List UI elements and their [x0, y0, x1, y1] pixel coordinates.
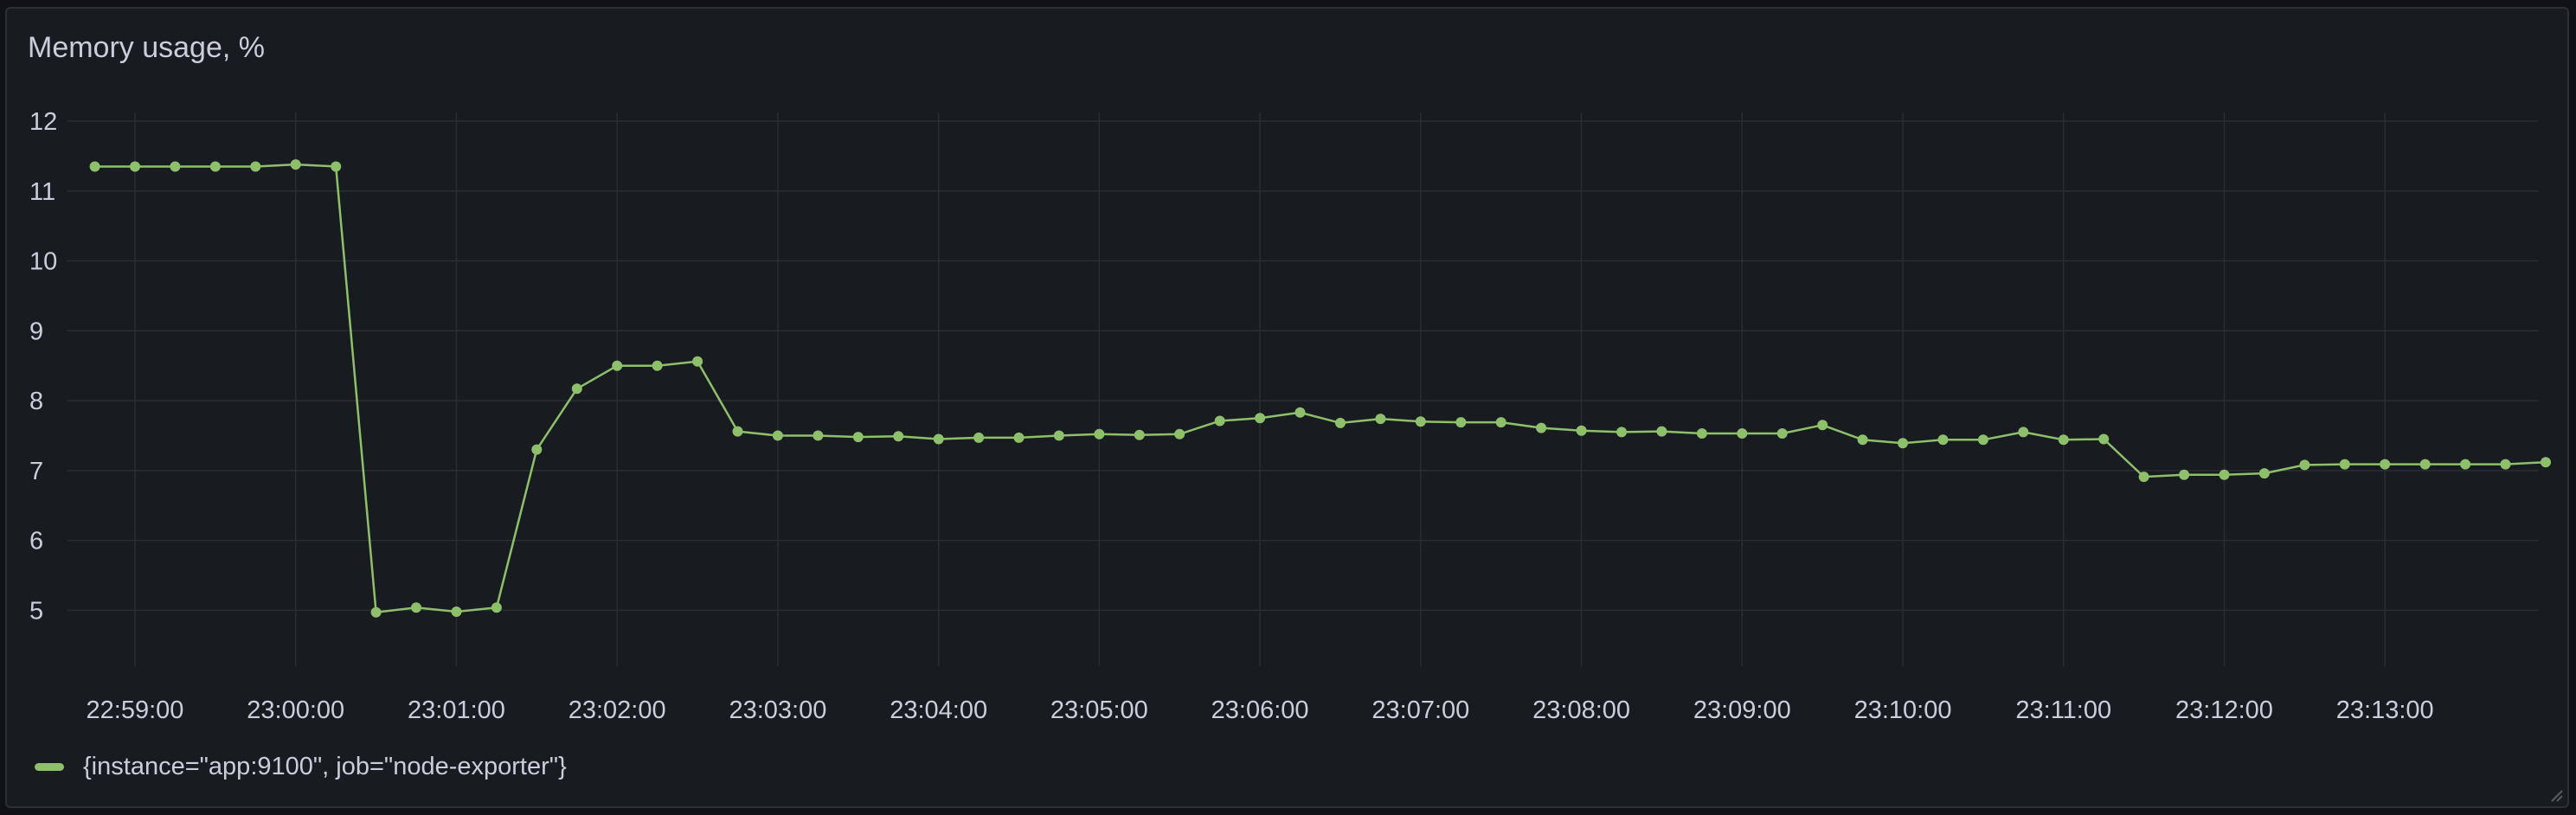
x-tick-label: 23:02:00	[569, 696, 666, 724]
x-tick-label: 23:05:00	[1050, 696, 1148, 724]
legend: {instance="app:9100", job="node-exporter…	[35, 753, 567, 781]
x-tick-label: 23:13:00	[2336, 696, 2434, 724]
data-point	[2460, 459, 2471, 470]
data-point	[1898, 438, 1908, 449]
data-point	[290, 159, 301, 170]
x-tick-label: 23:00:00	[247, 696, 344, 724]
y-tick-label: 10	[29, 248, 57, 276]
data-point	[571, 383, 582, 395]
data-point	[1214, 415, 1225, 427]
data-point	[1495, 417, 1506, 428]
data-point	[893, 431, 904, 442]
data-point	[692, 356, 703, 367]
x-tick-label: 23:08:00	[1532, 696, 1630, 724]
data-point	[2018, 427, 2029, 438]
x-tick-label: 22:59:00	[87, 696, 184, 724]
data-point	[1576, 425, 1587, 436]
data-point	[1857, 434, 1868, 446]
data-point	[1817, 420, 1828, 431]
data-point	[130, 161, 140, 172]
y-tick-label: 12	[29, 108, 57, 136]
x-tick-label: 23:11:00	[2015, 696, 2111, 724]
y-tick-label: 11	[29, 178, 55, 206]
data-point	[250, 161, 261, 172]
data-point	[1656, 426, 1667, 437]
data-point	[2138, 472, 2149, 483]
data-point	[2541, 457, 2551, 468]
data-point	[1335, 417, 1346, 428]
data-point	[852, 432, 864, 443]
data-point	[2219, 469, 2230, 480]
data-point	[772, 430, 783, 441]
data-point	[973, 432, 985, 443]
x-tick-label: 23:07:00	[1372, 696, 1469, 724]
data-point	[2058, 434, 2069, 446]
data-point	[2098, 433, 2110, 445]
x-tick-label: 23:10:00	[1854, 696, 1952, 724]
data-point	[2419, 459, 2431, 470]
data-point	[1375, 414, 1386, 425]
data-point	[933, 433, 944, 445]
data-point	[89, 161, 100, 172]
data-point	[411, 602, 421, 613]
data-point	[2299, 459, 2310, 471]
data-point	[1455, 417, 1467, 428]
y-tick-label: 5	[29, 597, 43, 625]
data-point	[1294, 407, 1306, 418]
data-point	[170, 161, 181, 172]
data-point	[1977, 434, 1988, 446]
data-point	[612, 360, 623, 371]
y-tick-label: 9	[29, 318, 43, 345]
data-point	[1937, 434, 1949, 446]
chart-panel: Memory usage, % 5 6 7 8 9 10 11 12 22:59:00 23:00…	[5, 7, 2569, 808]
legend-label[interactable]: {instance="app:9100", job="node-exporter…	[83, 753, 567, 780]
x-tick-label: 23:01:00	[408, 696, 505, 724]
data-point	[1174, 428, 1185, 440]
data-point	[1415, 416, 1426, 427]
data-point	[1053, 430, 1064, 441]
data-point	[2258, 468, 2270, 479]
data-point	[1696, 428, 1707, 439]
x-tick-label: 23:04:00	[890, 696, 987, 724]
x-tick-label: 23:06:00	[1211, 696, 1309, 724]
data-point	[209, 161, 221, 172]
data-point	[732, 426, 743, 437]
y-tick-label: 6	[29, 528, 43, 555]
data-point	[331, 161, 342, 172]
data-point	[2179, 469, 2190, 480]
legend-color-swatch[interactable]	[35, 763, 64, 771]
data-point	[2500, 459, 2511, 470]
data-point	[2380, 459, 2391, 470]
data-point	[370, 606, 382, 618]
data-point	[451, 606, 462, 617]
data-point	[1013, 432, 1025, 443]
data-point	[1094, 428, 1105, 440]
x-tick-label: 23:03:00	[729, 696, 826, 724]
y-tick-label: 8	[29, 388, 43, 415]
resize-handle-icon[interactable]	[2548, 787, 2564, 803]
y-tick-label: 7	[29, 458, 43, 485]
memory-usage-chart: 5 6 7 8 9 10 11 12 22:59:00 23:00:00 23:01:00 23:02…	[29, 108, 2551, 724]
data-point	[1134, 429, 1145, 440]
data-point	[491, 602, 502, 613]
data-point	[1255, 413, 1266, 424]
data-point	[1536, 422, 1547, 433]
data-point	[1616, 427, 1627, 438]
data-point	[2339, 459, 2350, 470]
data-point	[1776, 428, 1788, 439]
data-point	[652, 360, 663, 371]
data-point	[531, 444, 543, 455]
x-tick-label: 23:12:00	[2175, 696, 2273, 724]
data-point	[813, 430, 824, 441]
x-tick-label: 23:09:00	[1693, 696, 1791, 724]
panel-title[interactable]: Memory usage, %	[28, 31, 265, 64]
data-point	[1737, 428, 1748, 439]
series-line	[94, 163, 2547, 614]
